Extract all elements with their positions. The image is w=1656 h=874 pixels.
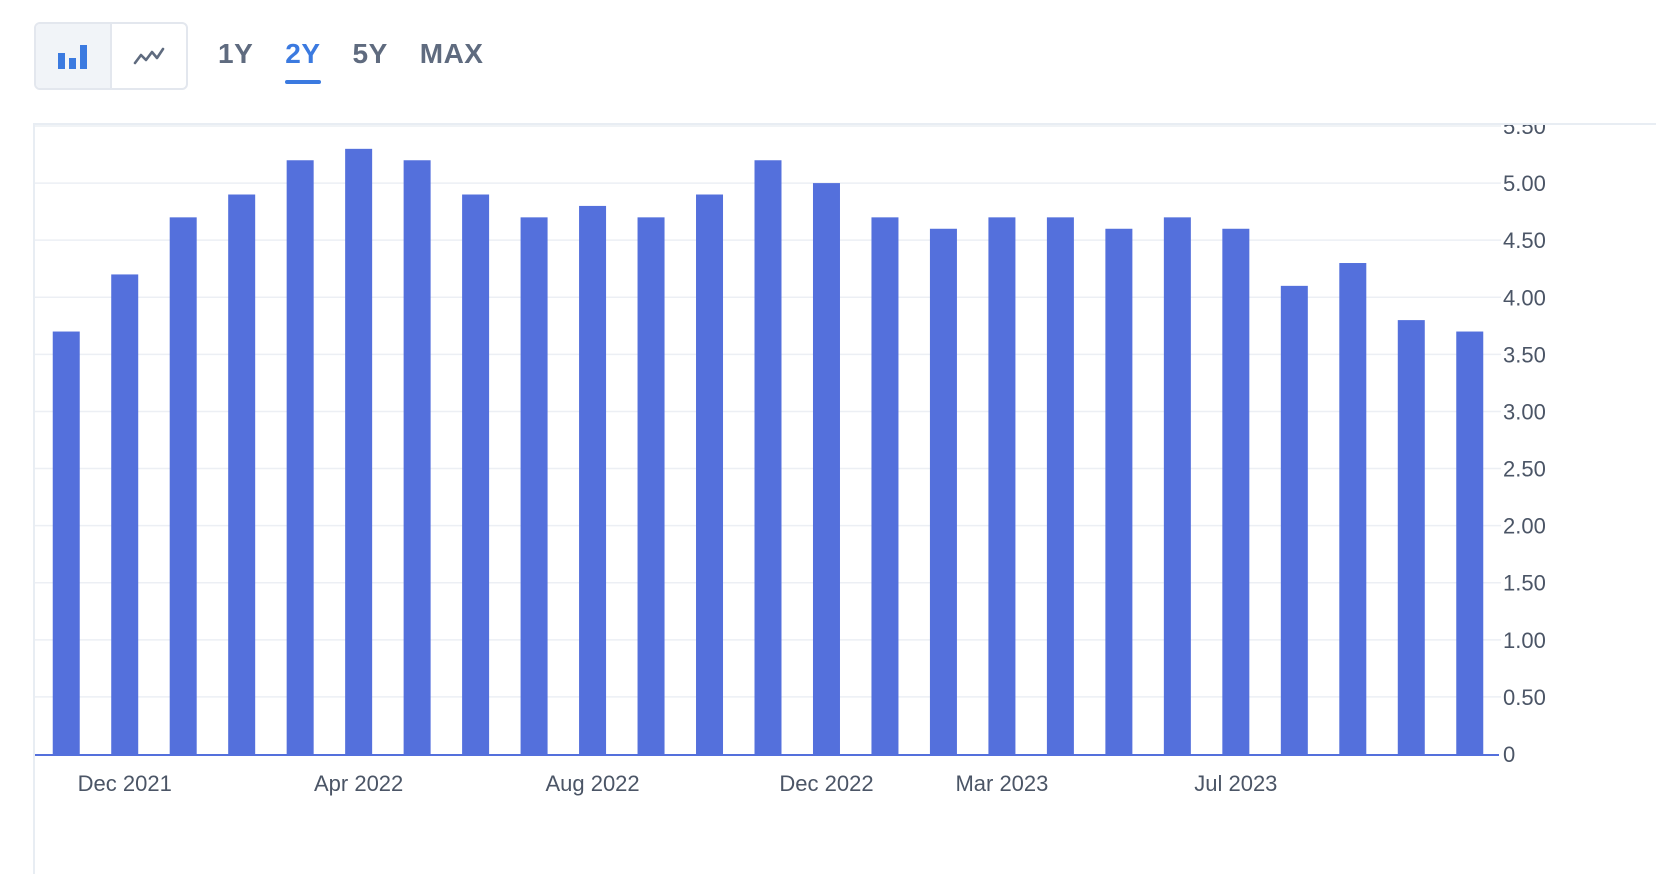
bar-chart: 0 0.50 1.00 1.50 2.00 2.50 3.00 3.50 4.00 4.50 5.0… (35, 123, 1546, 796)
bar (929, 228, 957, 754)
range-tab-1y[interactable]: 1Y (218, 38, 254, 69)
chart-type-toggle (34, 22, 188, 90)
bar (345, 148, 373, 754)
line-chart-icon (133, 47, 165, 65)
y-tick-label: 1.00 (1503, 628, 1546, 653)
bar (1163, 217, 1191, 754)
bar (1105, 228, 1133, 754)
bar (403, 160, 431, 755)
bar (1222, 228, 1250, 754)
range-tabs: 1Y 2Y 5Y MAX (218, 34, 515, 84)
bar (696, 194, 724, 754)
range-tab-5y[interactable]: 5Y (352, 38, 388, 69)
bar (1456, 331, 1484, 754)
bar (52, 331, 80, 754)
y-tick-label: 2.00 (1503, 514, 1546, 539)
range-tab-2y[interactable]: 2Y (285, 34, 321, 84)
bar-chart-button[interactable] (36, 24, 110, 88)
bar (1280, 285, 1308, 754)
x-tick-label: Dec 2021 (78, 771, 172, 796)
bar (286, 160, 314, 755)
bar (1339, 263, 1367, 754)
y-tick-label: 0 (1503, 742, 1515, 767)
y-tick-label: 0.50 (1503, 685, 1546, 710)
bar (812, 183, 840, 754)
y-tick-label: 3.50 (1503, 342, 1546, 367)
bar-chart-icon (58, 45, 87, 69)
bar (1046, 217, 1074, 754)
x-tick-label: Aug 2022 (545, 771, 639, 796)
x-tick-label: Apr 2022 (314, 771, 403, 796)
line-chart-button[interactable] (110, 24, 186, 88)
bar (228, 194, 256, 754)
y-tick-label: 3.00 (1503, 399, 1546, 424)
y-tick-label: 1.50 (1503, 571, 1546, 596)
x-tick-label: Mar 2023 (955, 771, 1048, 796)
bar (1397, 320, 1425, 754)
x-tick-label: Dec 2022 (779, 771, 873, 796)
bar (637, 217, 665, 754)
bar (111, 274, 139, 754)
bar (579, 205, 607, 755)
bar (462, 194, 490, 754)
chart-frame (33, 123, 1656, 874)
range-tab-max[interactable]: MAX (419, 38, 484, 69)
y-tick-label: 2.50 (1503, 457, 1546, 482)
bar (754, 160, 782, 755)
y-tick-label: 5.00 (1503, 171, 1546, 196)
bar (520, 217, 548, 754)
bar (169, 217, 197, 754)
bar (988, 217, 1016, 754)
y-tick-label: 5.50 (1503, 123, 1546, 139)
bar (871, 217, 899, 754)
x-tick-label: Jul 2023 (1194, 771, 1277, 796)
y-tick-label: 4.50 (1503, 228, 1546, 253)
chart-panel: 0 0.50 1.00 1.50 2.00 2.50 3.00 3.50 4.00 4.50 5.0… (33, 123, 1656, 874)
y-tick-label: 4.00 (1503, 285, 1546, 310)
